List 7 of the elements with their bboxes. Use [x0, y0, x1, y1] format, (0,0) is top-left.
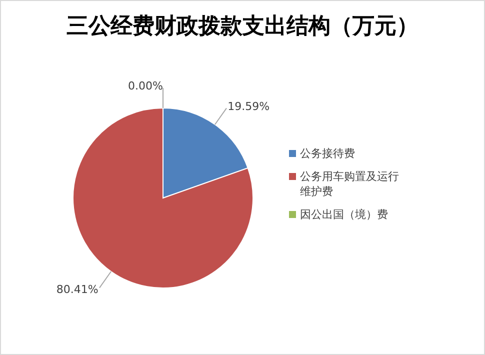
data-label: 19.59%	[228, 100, 270, 114]
chart-title: 三公经费财政拨款支出结构（万元）	[66, 13, 420, 41]
data-label: 80.41%	[56, 282, 98, 296]
legend-label: 公务接待费	[300, 146, 356, 161]
text: 0.00%	[128, 80, 163, 92]
legend-label: 因公出国（境）费	[300, 207, 389, 222]
legend-label: 公务用车购置及运行维护费	[300, 169, 400, 199]
